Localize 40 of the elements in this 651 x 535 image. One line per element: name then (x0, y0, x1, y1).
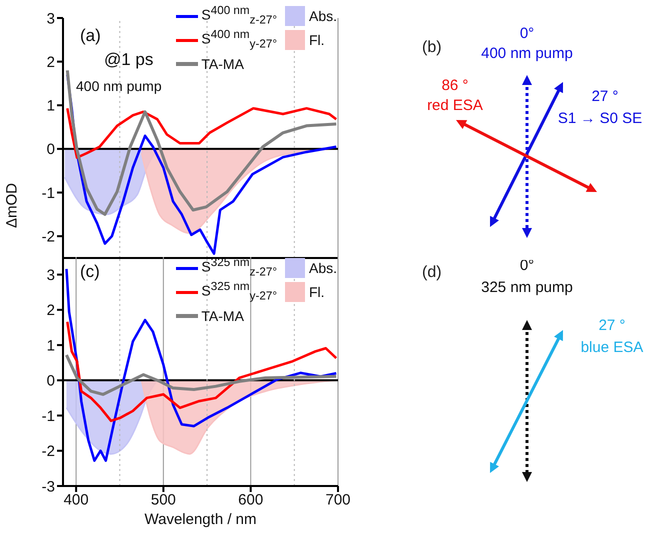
y-tick-label: -3 (42, 478, 55, 496)
text: blue ESA (580, 339, 644, 356)
y-tick-label: 3 (46, 10, 55, 28)
y-tick-label: 0 (46, 141, 55, 158)
y-tick-label: -1 (42, 184, 55, 202)
text: 0° (520, 25, 534, 42)
annotation: (a) (80, 26, 101, 46)
text: 27 ° (592, 88, 618, 105)
y-axis-title: ΔmOD (3, 182, 20, 228)
y-tick-label: 0 (46, 372, 55, 390)
x-tick-label: 400 (64, 492, 89, 509)
legend-label: Abs. (308, 260, 337, 276)
y-tick-label: 1 (46, 98, 55, 115)
legend-label: Abs. (308, 8, 337, 24)
annotation: @1 ps (104, 50, 154, 70)
text: S1 → S0 SE (558, 110, 642, 127)
y-tick-label: -1 (42, 408, 55, 425)
annotation: (c) (80, 262, 100, 282)
text: 325 nm pump (481, 279, 573, 296)
text: 400 nm pump (481, 45, 573, 62)
y-tick-label: 2 (46, 54, 55, 71)
x-tick-label: 500 (150, 492, 176, 509)
text: 86 ° (442, 77, 468, 94)
y-tick-label: 3 (46, 266, 55, 284)
legend-label: Fl. (308, 32, 325, 48)
annotation: 400 nm pump (76, 78, 162, 94)
text: red ESA (427, 97, 483, 114)
y-tick-label: 1 (46, 337, 55, 354)
x-tick-label: 600 (238, 492, 264, 509)
x-tick-label: 700 (325, 492, 351, 509)
legend-label: TA-MA (201, 308, 244, 324)
text: (d) (422, 264, 442, 281)
legend-label: TA-MA (201, 56, 244, 72)
y-tick-label: -2 (42, 228, 55, 246)
legend-label: Fl. (308, 284, 325, 300)
text: 27 ° (598, 317, 626, 334)
y-tick-label: 2 (46, 302, 55, 320)
x-axis-title: Wavelength / nm (144, 511, 256, 528)
y-tick-label: -2 (42, 443, 55, 460)
text: (b) (422, 39, 442, 56)
